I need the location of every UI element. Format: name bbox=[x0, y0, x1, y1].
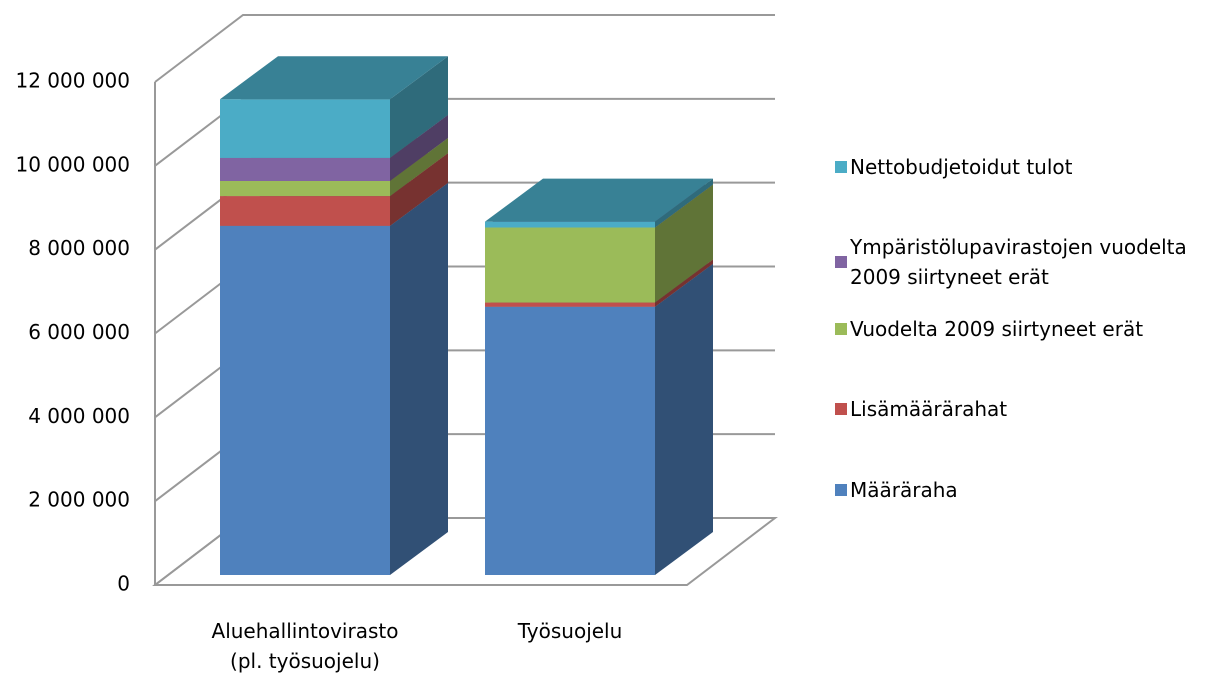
bar-segment bbox=[220, 225, 390, 575]
bar-segment bbox=[485, 306, 655, 575]
bar-segment-top bbox=[485, 178, 713, 222]
bar-segment bbox=[220, 196, 390, 226]
bar-segment-top bbox=[220, 56, 448, 100]
bar-segment-side bbox=[655, 263, 713, 575]
bar-segment-side bbox=[655, 178, 713, 228]
y-tick-label: 4 000 000 bbox=[28, 404, 130, 428]
y-tick-label: 12 000 000 bbox=[15, 69, 130, 93]
bar-segment bbox=[220, 99, 390, 158]
legend-label: Vuodelta 2009 siirtyneet erät bbox=[850, 317, 1144, 341]
grid-line bbox=[154, 14, 775, 83]
bar-segment-side bbox=[390, 114, 448, 181]
bar-segment-side bbox=[655, 184, 713, 303]
bar-segment-side bbox=[390, 137, 448, 197]
x-tick-label: Työsuojelu bbox=[517, 619, 623, 643]
legend-label: Ympäristölupavirastojen vuodelta 2009 si… bbox=[850, 235, 1187, 289]
bar-segment bbox=[485, 227, 655, 303]
y-tick-label: 8 000 000 bbox=[28, 236, 130, 260]
y-tick-label: 10 000 000 bbox=[15, 152, 130, 176]
legend-swatch bbox=[835, 161, 847, 173]
y-tick-label: 2 000 000 bbox=[28, 488, 130, 512]
x-tick-label: Aluehallintovirasto (pl. työsuojelu) bbox=[211, 619, 399, 673]
bar-segment bbox=[220, 157, 390, 181]
y-tick-label: 0 bbox=[117, 572, 130, 596]
bar-segment bbox=[485, 302, 655, 307]
bar-segment-side bbox=[390, 153, 448, 226]
legend-swatch bbox=[835, 256, 847, 268]
bar-segment bbox=[485, 221, 655, 228]
bar-segment-side bbox=[390, 56, 448, 158]
legend-swatch bbox=[835, 323, 847, 335]
legend-label: Määräraha bbox=[850, 478, 958, 502]
bar-segment-side bbox=[390, 182, 448, 575]
bar-segment bbox=[220, 180, 390, 197]
legend-swatch bbox=[835, 403, 847, 415]
legend-label: Nettobudjetoidut tulot bbox=[850, 155, 1073, 179]
bar-segment-side bbox=[655, 259, 713, 307]
y-tick-label: 6 000 000 bbox=[28, 320, 130, 344]
legend-swatch bbox=[835, 484, 847, 496]
legend-label: Lisämäärärahat bbox=[850, 397, 1008, 421]
